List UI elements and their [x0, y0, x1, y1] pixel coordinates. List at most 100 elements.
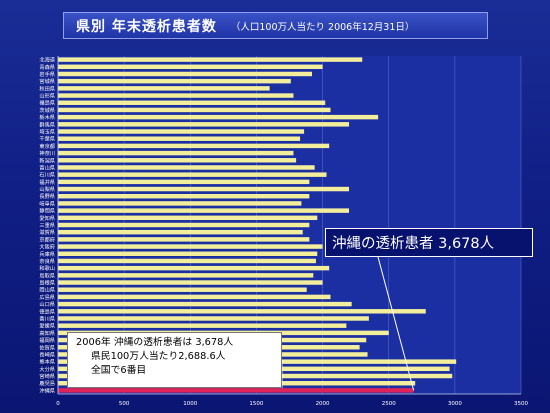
bar [58, 201, 302, 206]
category-label: 鹿児島 [39, 379, 55, 387]
category-label: 静岡県 [39, 207, 55, 215]
category-label: 長崎県 [39, 350, 55, 358]
bar [58, 301, 352, 307]
category-label: 奈良県 [39, 257, 55, 265]
category-label: 神奈川 [39, 149, 55, 157]
chart-subtitle: （人口100万人当たり 2006年12月31日） [230, 21, 415, 33]
bar [58, 150, 294, 156]
category-label: 青森県 [39, 63, 55, 71]
category-label: 滋賀県 [39, 228, 55, 236]
category-label: 徳島県 [39, 307, 55, 315]
category-label: 大分県 [39, 365, 55, 373]
category-label: 宮城県 [39, 77, 55, 85]
bar [58, 129, 305, 134]
bar [58, 93, 294, 98]
bar [58, 57, 363, 62]
category-label: 山形県 [39, 92, 55, 100]
info-line-2: 県民100万人当たり2,688.6人 [91, 351, 226, 362]
bar [58, 194, 310, 199]
bar [58, 280, 323, 285]
x-tick-label: 3000 [448, 401, 462, 407]
category-label: 山口県 [39, 300, 55, 308]
bar [58, 251, 318, 256]
x-tick-label: 500 [119, 401, 130, 407]
category-label: 岩手県 [39, 70, 55, 78]
highlight-bar [58, 388, 414, 393]
category-label: 京都府 [39, 235, 55, 243]
bar [58, 273, 314, 278]
bar [58, 215, 318, 221]
bar [58, 114, 379, 120]
category-label: 宮崎県 [39, 372, 55, 380]
info-line-3: 全国で6番目 [91, 365, 147, 376]
bar [58, 143, 330, 149]
x-tick-label: 0 [56, 401, 60, 407]
category-label: 福島県 [39, 99, 55, 107]
bar [58, 172, 327, 177]
bar [58, 179, 310, 185]
bar [58, 265, 330, 271]
bar [58, 165, 315, 170]
bar [58, 86, 270, 91]
bar [58, 136, 301, 141]
bar [58, 208, 350, 213]
category-label: 愛媛県 [39, 322, 55, 330]
category-label: 島根県 [39, 279, 55, 287]
category-label: 新潟県 [39, 156, 55, 164]
x-tick-label: 1500 [249, 401, 263, 407]
bar [58, 323, 347, 328]
category-label: 佐賀県 [39, 343, 55, 351]
category-label: 福岡県 [39, 336, 55, 344]
bar [58, 107, 331, 113]
bar [58, 294, 331, 300]
bar [58, 122, 350, 127]
category-label: 長野県 [39, 192, 55, 200]
bar [58, 287, 307, 292]
category-label: 群馬県 [39, 120, 55, 128]
category-label: 埼玉県 [39, 128, 55, 136]
bar [58, 71, 312, 77]
category-label: 茨城県 [39, 106, 55, 114]
category-label: 広島県 [39, 293, 55, 301]
bar [58, 244, 323, 249]
category-label: 東京都 [39, 142, 55, 150]
category-label: 和歌山 [39, 264, 55, 272]
category-label: 三重県 [39, 221, 55, 229]
category-label: 兵庫県 [39, 250, 55, 258]
bar [58, 316, 369, 321]
okinawa-callout: 沖縄の透析患者 3,678人 [325, 228, 533, 257]
category-label: 岡山県 [39, 286, 55, 294]
callout-leader [377, 256, 415, 391]
category-label: 大阪府 [39, 243, 55, 251]
category-label: 高知県 [39, 329, 55, 337]
category-label: 熊本県 [39, 358, 55, 366]
bar [58, 309, 426, 314]
category-label: 香川県 [39, 314, 55, 322]
bar [58, 78, 291, 84]
category-label: 富山県 [39, 163, 55, 171]
x-tick-label: 2000 [316, 401, 330, 407]
category-label: 福井県 [39, 178, 55, 186]
info-callout: 2006年 沖縄の透析患者は 3,678人 県民100万人当たり2,688.6人… [67, 332, 282, 388]
bar [58, 222, 310, 228]
category-label: 鳥取県 [39, 271, 55, 279]
chart-title: 県別 年末透析患者数 [76, 18, 217, 35]
bar [58, 158, 297, 163]
info-line-1: 2006年 沖縄の透析患者は 3,678人 [76, 337, 234, 348]
category-label: 北海道 [39, 56, 55, 64]
title-box: 県別 年末透析患者数 （人口100万人当たり 2006年12月31日） [63, 12, 488, 39]
category-label: 栃木県 [39, 113, 55, 121]
bar [58, 258, 316, 264]
category-label: 秋田県 [39, 84, 55, 92]
x-tick-label: 1000 [183, 401, 197, 407]
bar [58, 237, 310, 242]
bar [58, 229, 303, 235]
x-tick-label: 2500 [382, 401, 396, 407]
category-label: 山梨県 [39, 185, 55, 193]
x-tick-label: 3500 [514, 401, 528, 407]
bar [58, 100, 326, 105]
bar [58, 186, 350, 192]
bar [58, 64, 323, 70]
category-label: 石川県 [39, 172, 55, 179]
